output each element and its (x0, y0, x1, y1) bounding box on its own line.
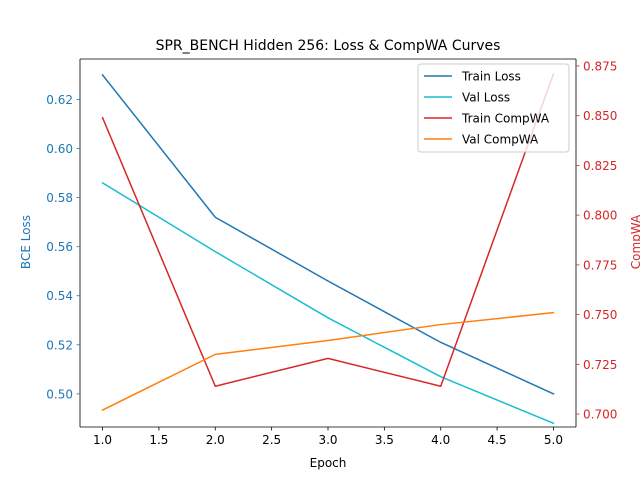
left-y-tick-label: 0.50 (46, 387, 73, 401)
left-y-tick-label: 0.52 (46, 338, 73, 352)
x-tick-label: 2.5 (262, 433, 281, 447)
right-y-tick-label: 0.800 (583, 209, 617, 223)
x-tick-label: 4.5 (488, 433, 507, 447)
legend-label: Train Loss (461, 70, 521, 84)
x-tick-label: 2.0 (206, 433, 225, 447)
left-y-tick-label: 0.58 (46, 191, 73, 205)
legend: Train Loss Val Loss Train CompWA Val CompWA (417, 63, 570, 153)
right-y-tick-label: 0.825 (583, 159, 617, 173)
right-y-tick-label: 0.850 (583, 109, 617, 123)
right-y-tick-label: 0.700 (583, 408, 617, 422)
x-tick-label: 5.0 (544, 433, 563, 447)
series-line-1 (101, 73, 555, 395)
series-line-4 (101, 311, 555, 412)
legend-label: Val Loss (462, 91, 510, 105)
left-y-tick-label: 0.62 (46, 93, 73, 107)
x-tick-label: 3.5 (375, 433, 394, 447)
left-y-axis-label: BCE Loss (19, 215, 33, 269)
series-line-2 (101, 181, 555, 425)
right-y-tick-label: 0.750 (583, 308, 617, 322)
legend-label: Train CompWA (461, 112, 550, 126)
right-y-tick-label: 0.875 (583, 59, 617, 73)
left-y-tick-label: 0.54 (46, 289, 73, 303)
right-y-tick-label: 0.725 (583, 358, 617, 372)
axes-layer: 1.0 1.5 2.0 2.5 3.0 3.5 4.0 4.5 5.0 0.50 0.52 0.54 0… (46, 58, 617, 447)
series-line-3 (101, 72, 555, 387)
left-y-tick-label: 0.60 (46, 142, 73, 156)
left-y-tick-label: 0.56 (46, 240, 73, 254)
right-y-axis-label: CompWA (629, 214, 640, 269)
x-tick-label: 3.0 (318, 433, 337, 447)
series-layer (101, 72, 555, 425)
x-tick-label: 1.0 (93, 433, 112, 447)
right-y-tick-label: 0.775 (583, 258, 617, 272)
x-axis-label: Epoch (310, 456, 347, 470)
chart-title: SPR_BENCH Hidden 256: Loss & CompWA Curv… (156, 38, 501, 54)
legend-label: Val CompWA (462, 133, 539, 147)
x-tick-label: 1.5 (149, 433, 168, 447)
x-tick-label: 4.0 (431, 433, 450, 447)
legend-box (417, 63, 570, 153)
